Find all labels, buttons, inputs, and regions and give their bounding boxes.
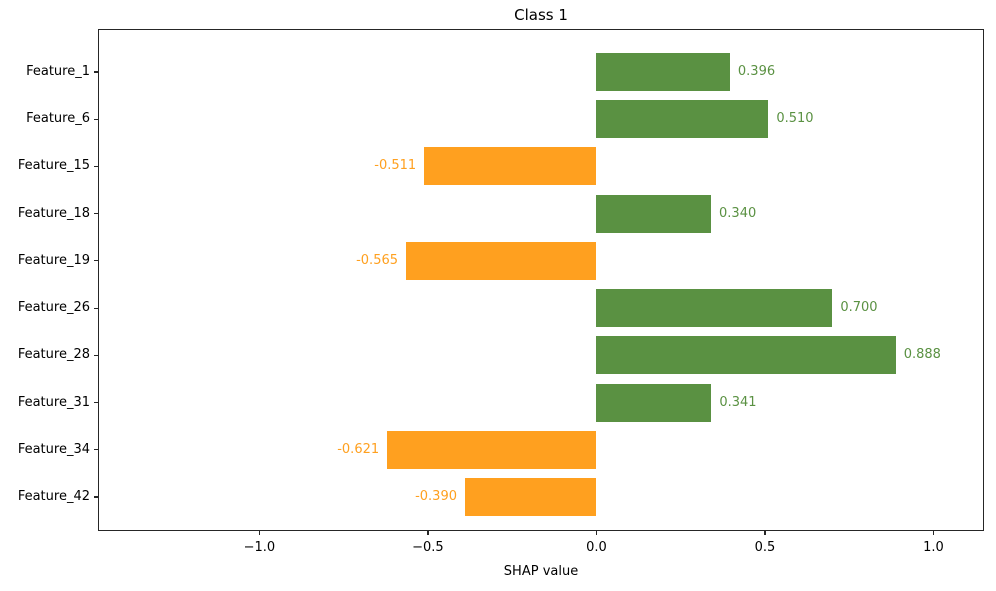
x-tick-label-1.0: 1.0 xyxy=(923,540,944,555)
y-tick-label-Feature_18: Feature_18 xyxy=(17,205,90,221)
y-tick-Feature_26 xyxy=(94,307,98,309)
value-label-Feature_28: 0.888 xyxy=(903,347,941,363)
y-tick-Feature_31 xyxy=(94,401,98,404)
x-tick-0.5 xyxy=(764,531,766,535)
chart-title: Class 1 xyxy=(514,6,568,24)
bar-Feature_1 xyxy=(596,53,730,91)
bar-Feature_26 xyxy=(596,289,833,328)
y-tick-label-Feature_26: Feature_26 xyxy=(17,300,90,316)
x-tick-1.0 xyxy=(932,531,935,535)
y-tick-label-Feature_31: Feature_31 xyxy=(17,394,90,410)
y-tick-Feature_18 xyxy=(94,213,98,215)
x-tick-−1.0 xyxy=(258,531,260,535)
x-tick-−0.5 xyxy=(427,531,429,535)
x-tick-0.0 xyxy=(595,531,598,535)
y-tick-Feature_15 xyxy=(94,165,98,168)
y-tick-Feature_6 xyxy=(94,118,98,120)
value-label-Feature_18: 0.340 xyxy=(719,205,757,221)
x-tick-label-0.0: 0.0 xyxy=(586,540,607,555)
y-tick-label-Feature_15: Feature_15 xyxy=(17,158,90,174)
y-tick-Feature_19 xyxy=(94,260,98,262)
value-label-Feature_6: 0.510 xyxy=(776,111,814,127)
y-tick-Feature_1 xyxy=(94,71,98,73)
y-tick-label-Feature_42: Feature_42 xyxy=(17,488,90,504)
value-label-Feature_1: 0.396 xyxy=(737,64,776,79)
value-label-Feature_26: 0.700 xyxy=(840,300,878,316)
y-tick-Feature_34 xyxy=(94,449,98,451)
value-label-Feature_19: -0.565 xyxy=(356,252,399,268)
y-tick-Feature_28 xyxy=(94,354,98,356)
bar-Feature_34 xyxy=(387,430,597,469)
bar-Feature_15 xyxy=(424,147,597,186)
value-label-Feature_42: -0.390 xyxy=(415,488,457,504)
value-label-Feature_34: -0.621 xyxy=(337,441,380,457)
bar-Feature_19 xyxy=(406,241,597,280)
x-tick-label-−0.5: −0.5 xyxy=(412,540,444,555)
x-tick-label-−1.0: −1.0 xyxy=(243,540,276,555)
bar-Feature_42 xyxy=(465,477,597,516)
value-label-Feature_31: 0.341 xyxy=(719,394,757,410)
y-tick-Feature_42 xyxy=(94,496,98,498)
y-tick-label-Feature_1: Feature_1 xyxy=(26,64,90,79)
y-tick-label-Feature_28: Feature_28 xyxy=(17,347,90,363)
bar-Feature_6 xyxy=(596,100,769,139)
value-label-Feature_15: -0.511 xyxy=(374,158,417,174)
bar-Feature_28 xyxy=(596,336,896,375)
bar-Feature_31 xyxy=(596,383,712,422)
x-axis-label: SHAP value xyxy=(503,564,579,579)
bar-Feature_18 xyxy=(596,194,712,233)
y-tick-label-Feature_6: Feature_6 xyxy=(26,111,90,127)
x-tick-label-0.5: 0.5 xyxy=(754,540,776,555)
y-tick-label-Feature_34: Feature_34 xyxy=(17,441,90,457)
y-tick-label-Feature_19: Feature_19 xyxy=(17,252,90,268)
